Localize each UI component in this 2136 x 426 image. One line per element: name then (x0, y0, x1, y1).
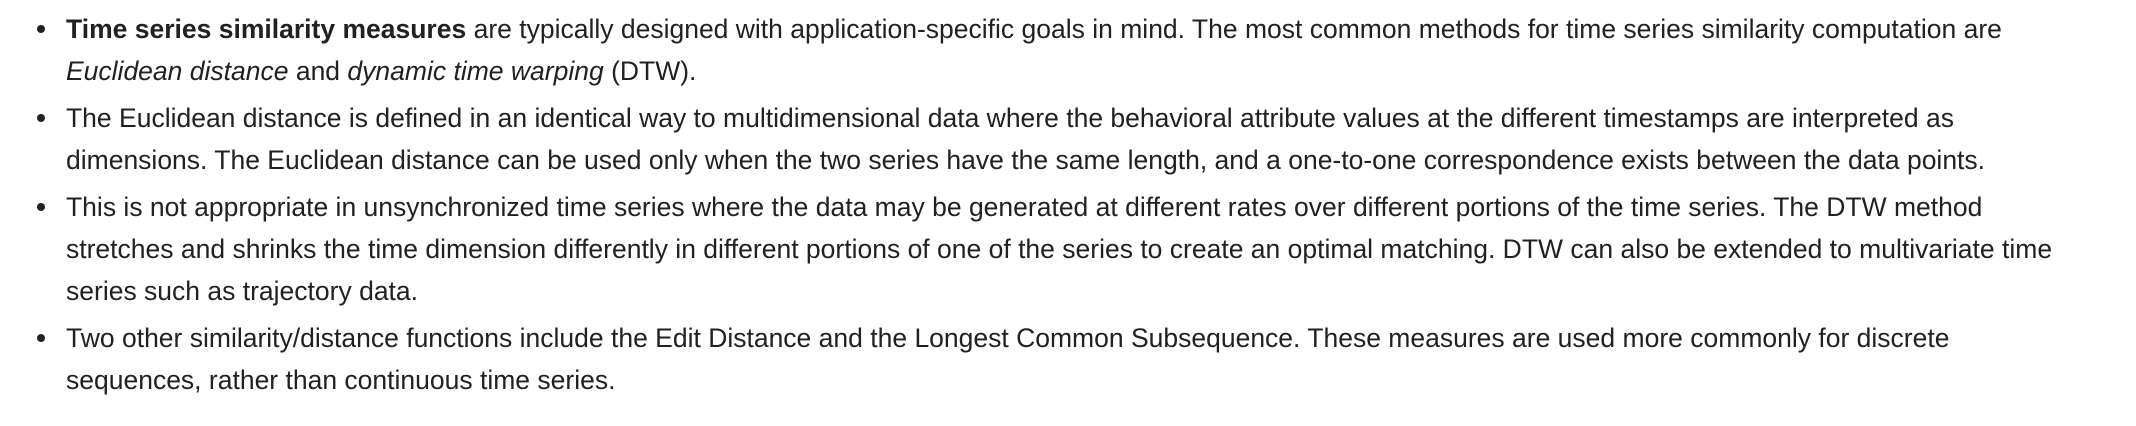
list-item-euclidean: The Euclidean distance is defined in an … (37, 97, 2060, 181)
item-text: The Euclidean distance is defined in an … (66, 103, 1986, 175)
italic-term-euclidean: Euclidean distance (66, 56, 289, 86)
bullet-dot-icon (37, 114, 45, 122)
item-text: and (288, 56, 348, 86)
item-text: This is not appropriate in unsynchronize… (66, 192, 2053, 306)
italic-term-dtw: dynamic time warping (347, 56, 604, 86)
item-text: Two other similarity/distance functions … (66, 323, 1950, 395)
item-text: (DTW). (603, 56, 697, 86)
bullet-dot-icon (37, 25, 45, 33)
list-item-dtw: This is not appropriate in unsynchronize… (37, 186, 2060, 312)
list-item-similarity-measures: Time series similarity measures are typi… (37, 8, 2060, 92)
bold-term: Time series similarity measures (66, 14, 467, 44)
bullet-dot-icon (37, 203, 45, 211)
list-item-other-functions: Two other similarity/distance functions … (37, 317, 2060, 401)
bullet-dot-icon (37, 334, 45, 342)
item-text: are typically designed with application-… (466, 14, 2002, 44)
bullet-list: Time series similarity measures are typi… (0, 8, 2060, 401)
